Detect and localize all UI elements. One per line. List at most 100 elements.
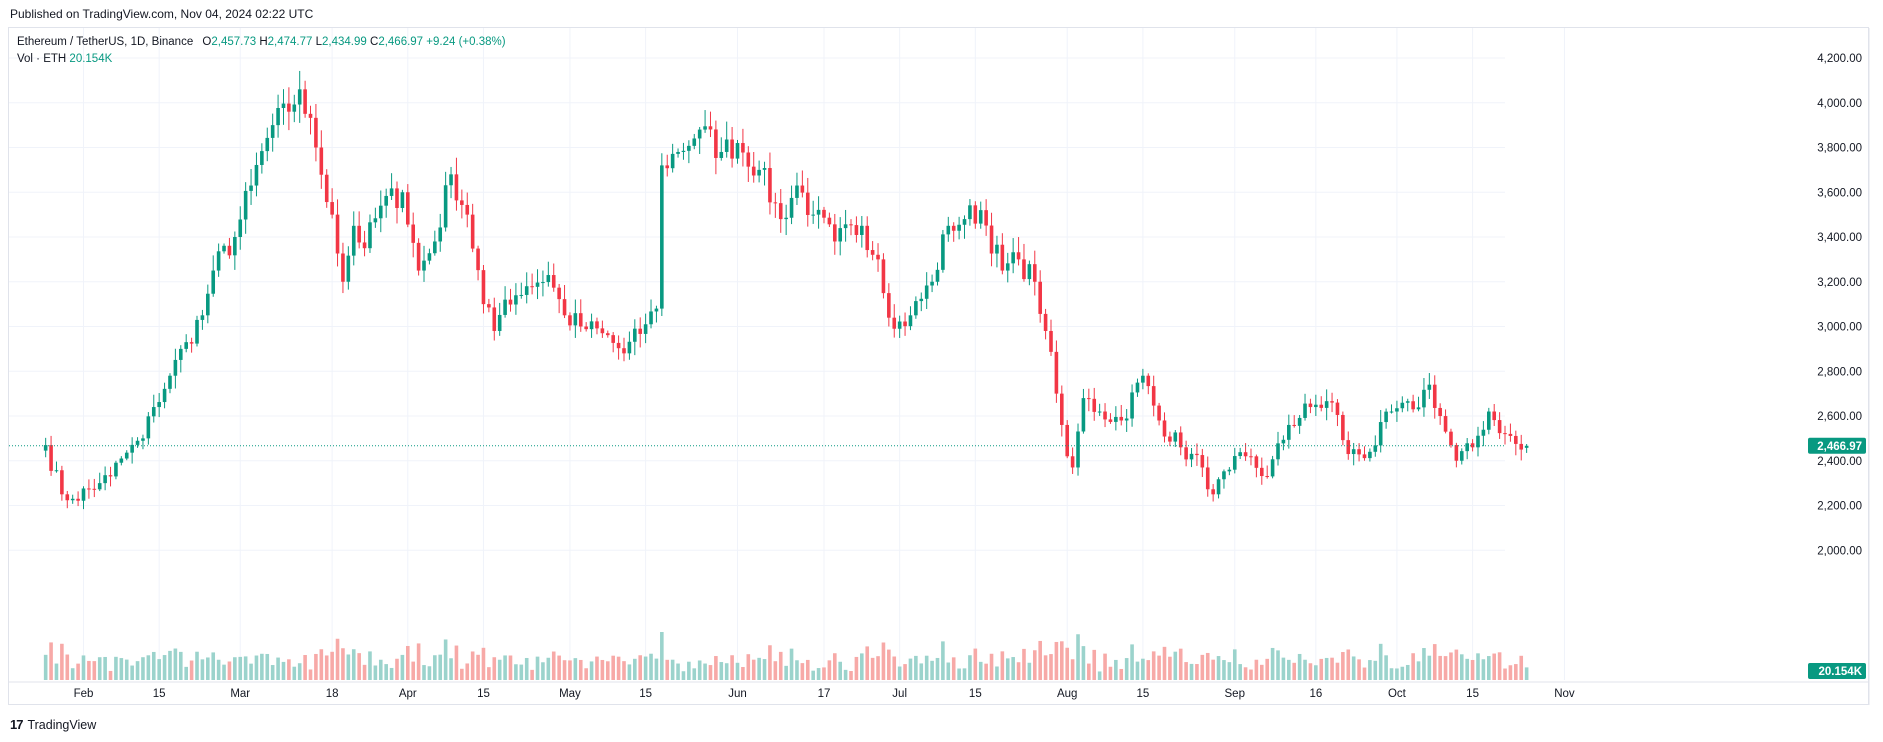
price-tick-label: 3,200.00 (1817, 277, 1862, 289)
candle-body (124, 452, 129, 459)
price-tick-label: 3,400.00 (1817, 232, 1862, 244)
volume-bar (1189, 663, 1194, 680)
time-tick-label: 15 (639, 688, 652, 700)
volume-bar (303, 655, 307, 680)
candle-body (865, 225, 870, 251)
volume-bar (1178, 648, 1183, 680)
candle-body (249, 185, 253, 191)
volume-bar (254, 655, 259, 680)
symbol-label[interactable]: Ethereum / TetherUS, 1D, Binance (17, 36, 194, 48)
volume-bar (1092, 649, 1097, 680)
volume-bar (189, 660, 194, 680)
volume-bar (768, 645, 772, 680)
volume-bar (141, 657, 145, 680)
volume-bar (427, 666, 432, 680)
volume-bar (1060, 641, 1064, 680)
volume-bar (822, 667, 826, 680)
volume-bar (43, 654, 48, 680)
candle-body (703, 126, 707, 130)
candle-body (573, 313, 578, 326)
volume-bar (605, 661, 610, 680)
candle-body (276, 108, 280, 126)
volume-bar (757, 657, 761, 680)
candle-body (887, 293, 891, 318)
volume-bar (568, 660, 572, 680)
candle-body (216, 251, 221, 271)
candle-body (1222, 471, 1226, 480)
candle-body (730, 139, 734, 159)
candle-body (1157, 405, 1161, 421)
candle-body (1151, 386, 1156, 406)
volume-bar (357, 653, 361, 680)
volume-bar (151, 651, 156, 680)
volume-bars (43, 632, 1529, 680)
tradingview-brand[interactable]: 17 TradingView (10, 717, 96, 732)
volume-bar (351, 649, 356, 680)
candle-body (1487, 411, 1491, 430)
candle-body (1211, 489, 1215, 495)
volume-bar (1292, 662, 1297, 680)
volume-bar (746, 654, 751, 680)
candle-body (849, 224, 853, 226)
time-tick-label: Feb (74, 688, 94, 700)
candle-body (200, 315, 205, 320)
volume-bar (811, 670, 815, 680)
volume-bar (1411, 653, 1415, 680)
candle-body (665, 165, 670, 169)
volume-bar (1351, 656, 1356, 680)
volume-bar (827, 660, 832, 680)
candle-body (1341, 414, 1345, 441)
time-tick-label: 15 (477, 688, 490, 700)
last-volume-label: 20.154K (1819, 666, 1863, 678)
volume-bar (573, 658, 578, 680)
volume-bar (1443, 656, 1448, 680)
candle-body (995, 244, 999, 254)
candle-body (395, 188, 399, 208)
candle-body (130, 444, 134, 453)
volume-bar (805, 659, 810, 680)
volume-bar (1114, 659, 1118, 680)
price-tick-label: 4,200.00 (1817, 53, 1862, 65)
volume-bar (795, 660, 799, 680)
time-tick-label: 15 (969, 688, 982, 700)
candle-body (1200, 455, 1205, 468)
volume-label[interactable]: Vol · ETH (17, 53, 67, 65)
volume-bar (1216, 656, 1221, 680)
candle-body (860, 225, 864, 235)
volume-bar (714, 656, 718, 680)
volume-bar (816, 668, 821, 680)
time-tick-label: Mar (230, 688, 250, 700)
volume-bar (1357, 659, 1361, 680)
candle-body (1119, 416, 1124, 421)
candle-body (654, 308, 659, 312)
volume-bar (595, 656, 599, 680)
volume-bar (1227, 662, 1232, 680)
volume-bar (995, 666, 999, 680)
candle-body (1038, 281, 1042, 314)
volume-bar (1151, 651, 1156, 680)
candle-body (308, 113, 313, 118)
volume-bar (724, 663, 729, 680)
volume-bar (762, 659, 767, 680)
candle-body (984, 210, 988, 226)
candle-body (1497, 420, 1502, 434)
candle-body (1259, 467, 1264, 477)
candle-body (427, 253, 432, 261)
volume-bar (643, 656, 648, 680)
volume-bar (832, 653, 837, 680)
candle-body (1000, 244, 1005, 271)
candle-body (562, 299, 567, 316)
volume-bar (535, 656, 540, 680)
volume-bar (54, 663, 59, 680)
candle-body (924, 285, 929, 299)
volume-bar (465, 663, 470, 680)
volume-bar (497, 659, 502, 680)
volume-bar (1395, 668, 1399, 680)
candle-body (1470, 443, 1475, 448)
volume-bar (319, 649, 324, 680)
volume-bar (865, 646, 870, 680)
volume-bar (281, 661, 286, 680)
volume-bar (162, 655, 167, 680)
candle-body (660, 165, 664, 309)
